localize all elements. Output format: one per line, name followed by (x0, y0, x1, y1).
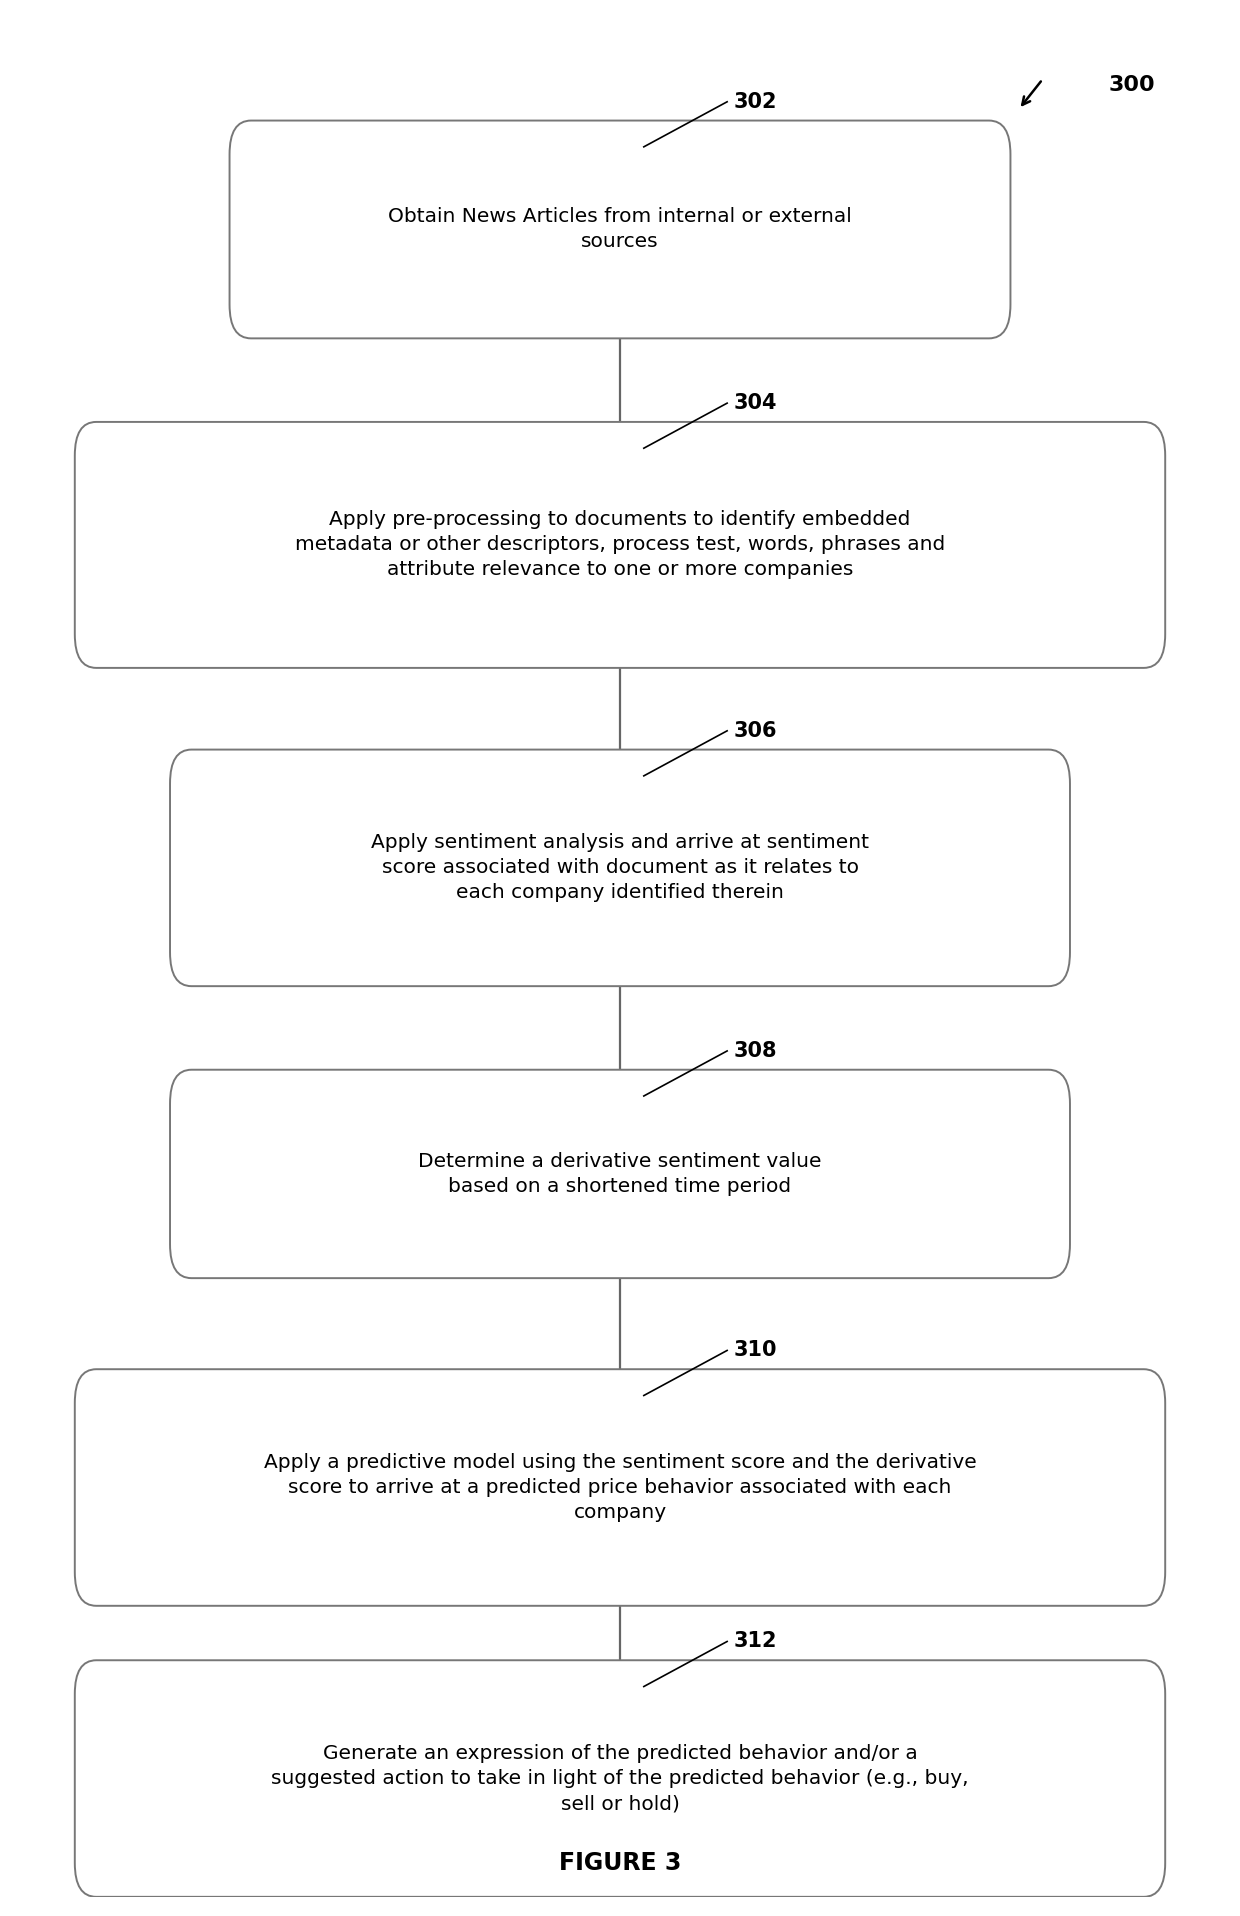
FancyBboxPatch shape (170, 749, 1070, 987)
Text: Apply pre-processing to documents to identify embedded
metadata or other descrip: Apply pre-processing to documents to ide… (295, 510, 945, 579)
Text: 304: 304 (733, 393, 776, 414)
Text: Apply a predictive model using the sentiment score and the derivative
score to a: Apply a predictive model using the senti… (264, 1452, 976, 1521)
Text: 306: 306 (733, 720, 776, 741)
Text: 310: 310 (733, 1341, 776, 1360)
Text: 312: 312 (733, 1632, 776, 1652)
Text: Determine a derivative sentiment value
based on a shortened time period: Determine a derivative sentiment value b… (418, 1152, 822, 1196)
FancyBboxPatch shape (170, 1069, 1070, 1278)
FancyBboxPatch shape (74, 1370, 1166, 1606)
Text: Obtain News Articles from internal or external
sources: Obtain News Articles from internal or ex… (388, 207, 852, 251)
Text: 300: 300 (1109, 75, 1154, 96)
Text: Apply sentiment analysis and arrive at sentiment
score associated with document : Apply sentiment analysis and arrive at s… (371, 833, 869, 902)
FancyBboxPatch shape (229, 121, 1011, 339)
Text: 308: 308 (733, 1040, 776, 1061)
Text: FIGURE 3: FIGURE 3 (559, 1851, 681, 1876)
Text: Generate an expression of the predicted behavior and/or a
suggested action to ta: Generate an expression of the predicted … (272, 1744, 968, 1813)
FancyBboxPatch shape (74, 1661, 1166, 1897)
FancyBboxPatch shape (74, 422, 1166, 669)
Text: 302: 302 (733, 92, 776, 111)
